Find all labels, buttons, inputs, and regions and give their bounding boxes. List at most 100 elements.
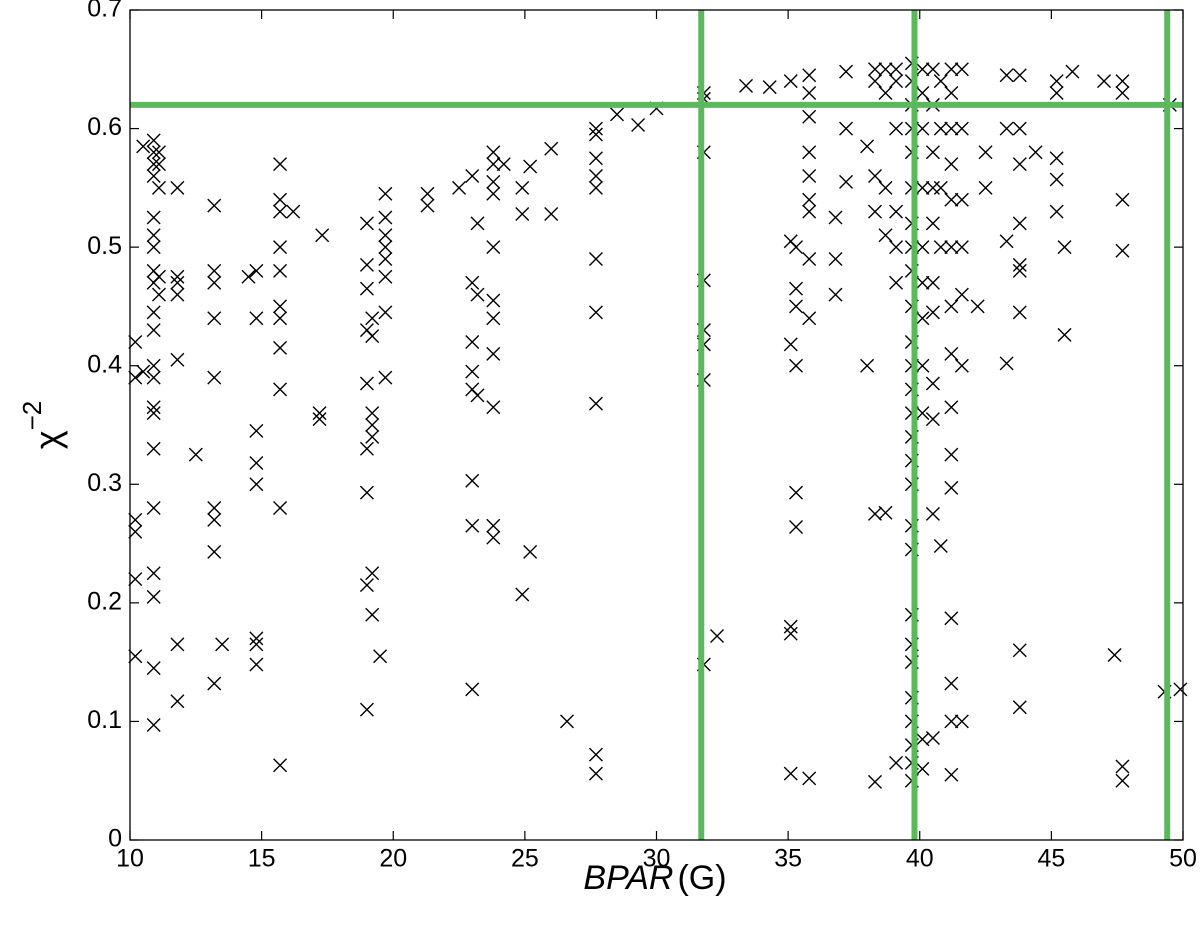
scatter-point [486,186,501,201]
scatter-point [889,204,904,219]
scatter-point [839,174,854,189]
scatter-point [146,228,161,243]
scatter-point [128,524,143,539]
scatter-point [249,263,264,278]
scatter-point [944,121,959,136]
scatter-point [273,382,288,397]
scatter-point [915,406,930,421]
scatter-point [1028,145,1043,160]
scatter-point [560,714,574,729]
y-axis-label: χ−2 [17,401,68,450]
scatter-point [170,269,185,284]
scatter-point [273,263,288,278]
scatter-point [170,352,185,367]
scatter-point [925,376,940,391]
scatter-point [146,323,161,338]
scatter-point [868,204,882,219]
scatter-point [789,358,804,373]
scatter-point [146,501,161,515]
scatter-point [954,62,969,77]
scatter-point [944,346,959,361]
scatter-point [1049,74,1064,89]
scatter-point [486,311,501,326]
scatter-point [944,611,959,626]
scatter-point [378,210,393,225]
scatter-point [420,186,435,201]
scatter-point [588,747,603,762]
scatter-point [588,305,603,320]
scatter-point [954,192,969,207]
scatter-point [1012,68,1027,83]
scatter-point [878,62,893,77]
scatter-point [944,86,959,100]
scatter-point [1012,121,1027,136]
scatter-point [588,252,603,266]
x-tick-label: 20 [379,845,407,873]
scatter-point [170,637,185,652]
scatter-point [1115,86,1130,100]
scatter-point [470,287,485,302]
y-tick-label: 0.6 [87,113,122,141]
scatter-point [146,133,161,148]
scatter-point [359,485,374,500]
scatter-point [273,311,288,326]
scatter-point [378,186,393,201]
scatter-point [878,228,893,243]
scatter-point [207,501,222,515]
scatter-point [146,400,161,415]
scatter-point [954,358,969,373]
scatter-point [1012,263,1027,278]
scatter-point [710,629,725,644]
scatter-point [496,157,511,172]
scatter-point [878,86,893,100]
scatter-point [151,145,166,160]
scatter-point [1107,648,1122,663]
scatter-point [1057,327,1072,342]
scatter-point [944,400,959,415]
scatter-point [378,228,393,243]
scatter-point [631,118,646,133]
scatter-point [207,676,222,691]
scatter-point [762,80,777,95]
scatter-point [1012,157,1027,172]
scatter-point [273,340,288,355]
scatter-point [925,216,940,231]
x-tick-label: 40 [906,845,934,873]
scatter-point [544,206,559,221]
scatter-point [312,406,327,421]
scatter-point [588,396,603,411]
scatter-point [241,269,256,284]
y-tick-label: 0.2 [87,587,122,615]
scatter-point [365,406,380,421]
scatter-point [146,566,161,581]
scatter-point [933,538,948,553]
scatter-point [207,263,222,278]
scatter-point [465,364,480,379]
scatter-point [146,441,161,456]
scatter-point [359,281,374,296]
scatter-point [128,572,143,587]
scatter-point [944,480,959,495]
scatter-point [359,441,374,456]
scatter-point [486,145,501,160]
scatter-point [925,62,940,77]
scatter-point [889,275,904,290]
scatter-point [365,311,380,326]
x-tick-label: 10 [116,845,144,873]
scatter-point [207,311,222,326]
scatter-point [146,717,161,732]
scatter-point [828,252,843,266]
scatter-point [925,506,940,521]
scatter-point [802,68,817,83]
y-tick-label: 0.5 [87,232,122,260]
scatter-point [486,293,501,308]
scatter-point [610,107,625,122]
scatter-point [915,311,930,326]
scatter-point [828,287,843,302]
scatter-point [151,180,166,195]
scatter-point [944,157,959,172]
scatter-point [170,275,185,290]
scatter-point [944,676,959,691]
scatter-point [470,216,485,231]
